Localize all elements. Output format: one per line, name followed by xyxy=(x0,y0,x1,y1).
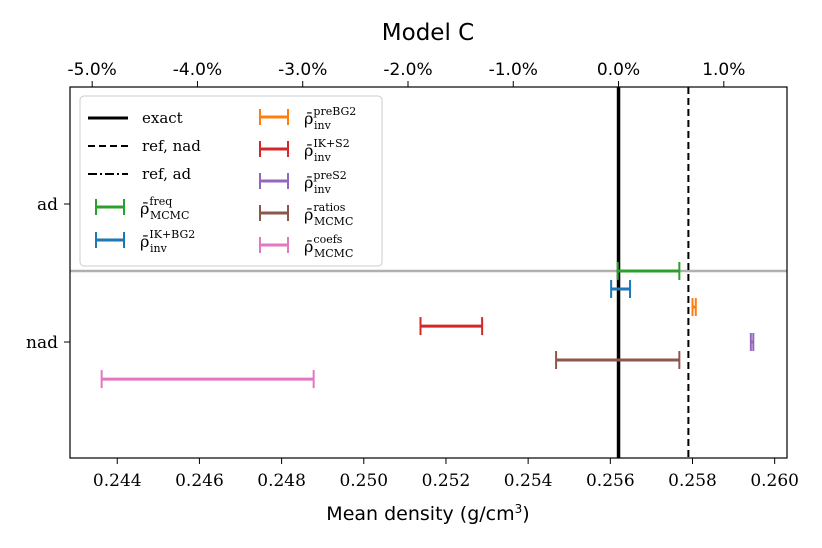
legend-line-label: ref, ad xyxy=(142,165,192,183)
error-bar-ratios xyxy=(555,351,681,370)
legend-series-label-ratios: ρ̄ratios MCMC xyxy=(304,201,353,228)
top-tick-label: -2.0% xyxy=(383,60,432,80)
legend-symbol: ρ̄ xyxy=(304,109,313,128)
legend-superscript: preS2 xyxy=(313,169,346,182)
x-tick-label: 0.252 xyxy=(422,471,471,491)
top-tick-label: -1.0% xyxy=(489,60,538,80)
legend-symbol: ρ̄ xyxy=(304,173,313,192)
legend-series-label-coefs: ρ̄coefs MCMC xyxy=(304,233,353,260)
legend-superscript: freq xyxy=(149,195,172,208)
error-bar-freq xyxy=(616,261,681,280)
x-tick-label: 0.258 xyxy=(668,471,717,491)
y-tick-label: ad xyxy=(37,195,58,215)
bottom-axis: 0.244 0.246 0.248 0.250 0.252 0.254 0.256 0.258… xyxy=(93,458,799,491)
error-bar-ikbg2 xyxy=(610,280,632,298)
legend-line-label: ref, nad xyxy=(142,137,201,155)
legend-line-label: exact xyxy=(142,109,183,127)
legend-series-label-prebg2: ρ̄preBG2 inv xyxy=(304,105,356,132)
top-tick-label: -3.0% xyxy=(278,60,327,80)
legend-symbol: ρ̄ xyxy=(304,141,313,160)
top-tick-label: 1.0% xyxy=(702,60,745,80)
x-tick-label: 0.260 xyxy=(750,471,799,491)
legend-subscript: inv xyxy=(314,119,332,132)
x-tick-label: 0.246 xyxy=(175,471,224,491)
legend-subscript: MCMC xyxy=(314,215,353,228)
legend-symbol: ρ̄ xyxy=(304,237,313,256)
chart-title: Model C xyxy=(382,20,474,46)
top-tick-label: 0.0% xyxy=(597,60,640,80)
legend-superscript: coefs xyxy=(313,233,342,246)
top-axis: -5.0% -4.0% -3.0% -2.0% -1.0% 0.0% 1.0% xyxy=(68,60,745,87)
x-tick-label: 0.244 xyxy=(93,471,142,491)
x-tick-label: 0.256 xyxy=(586,471,635,491)
legend-subscript: MCMC xyxy=(314,247,353,260)
legend-superscript: IK+S2 xyxy=(313,137,349,150)
error-bar-coefs xyxy=(100,370,315,389)
legend-subscript: inv xyxy=(314,151,332,164)
x-axis-label-sup: 3 xyxy=(515,502,523,516)
legend-symbol: ρ̄ xyxy=(304,205,313,224)
x-tick-label: 0.254 xyxy=(504,471,553,491)
legend-symbol: ρ̄ xyxy=(140,232,149,251)
x-tick-label: 0.248 xyxy=(257,471,306,491)
legend-series-label-freq: ρ̄freq MCMC xyxy=(140,195,189,222)
x-axis-label-main: Mean density (g/cm xyxy=(326,503,514,525)
legend-box xyxy=(79,95,383,267)
legend-superscript: IK+BG2 xyxy=(149,228,195,241)
legend-series-label-pres2: ρ̄preS2 inv xyxy=(304,169,347,196)
legend-symbol: ρ̄ xyxy=(140,199,149,218)
legend-superscript: ratios xyxy=(313,201,345,214)
error-bar-pres2 xyxy=(749,333,755,351)
legend-series-label-iks2: ρ̄IK+S2 inv xyxy=(304,137,350,164)
top-tick-label: -4.0% xyxy=(173,60,222,80)
legend-subscript: MCMC xyxy=(150,209,189,222)
reference-lines xyxy=(616,87,690,458)
x-tick-label: 0.250 xyxy=(339,471,388,491)
top-tick-label: -5.0% xyxy=(68,60,117,80)
error-bar-iks2 xyxy=(419,317,484,336)
x-axis-label-end: ) xyxy=(522,503,529,525)
legend-superscript: preBG2 xyxy=(313,105,356,118)
x-axis-label: Mean density (g/cm3) xyxy=(326,502,529,525)
y-axis: ad nad xyxy=(26,195,70,353)
plot-area-frame xyxy=(69,86,788,459)
legend-series-label-ikbg2: ρ̄IK+BG2 inv xyxy=(140,228,195,255)
error-bars xyxy=(100,261,755,389)
y-tick-label: nad xyxy=(26,333,58,353)
legend-subscript: inv xyxy=(314,183,332,196)
legend-subscript: inv xyxy=(150,242,168,255)
error-bar-prebg2 xyxy=(691,298,697,317)
